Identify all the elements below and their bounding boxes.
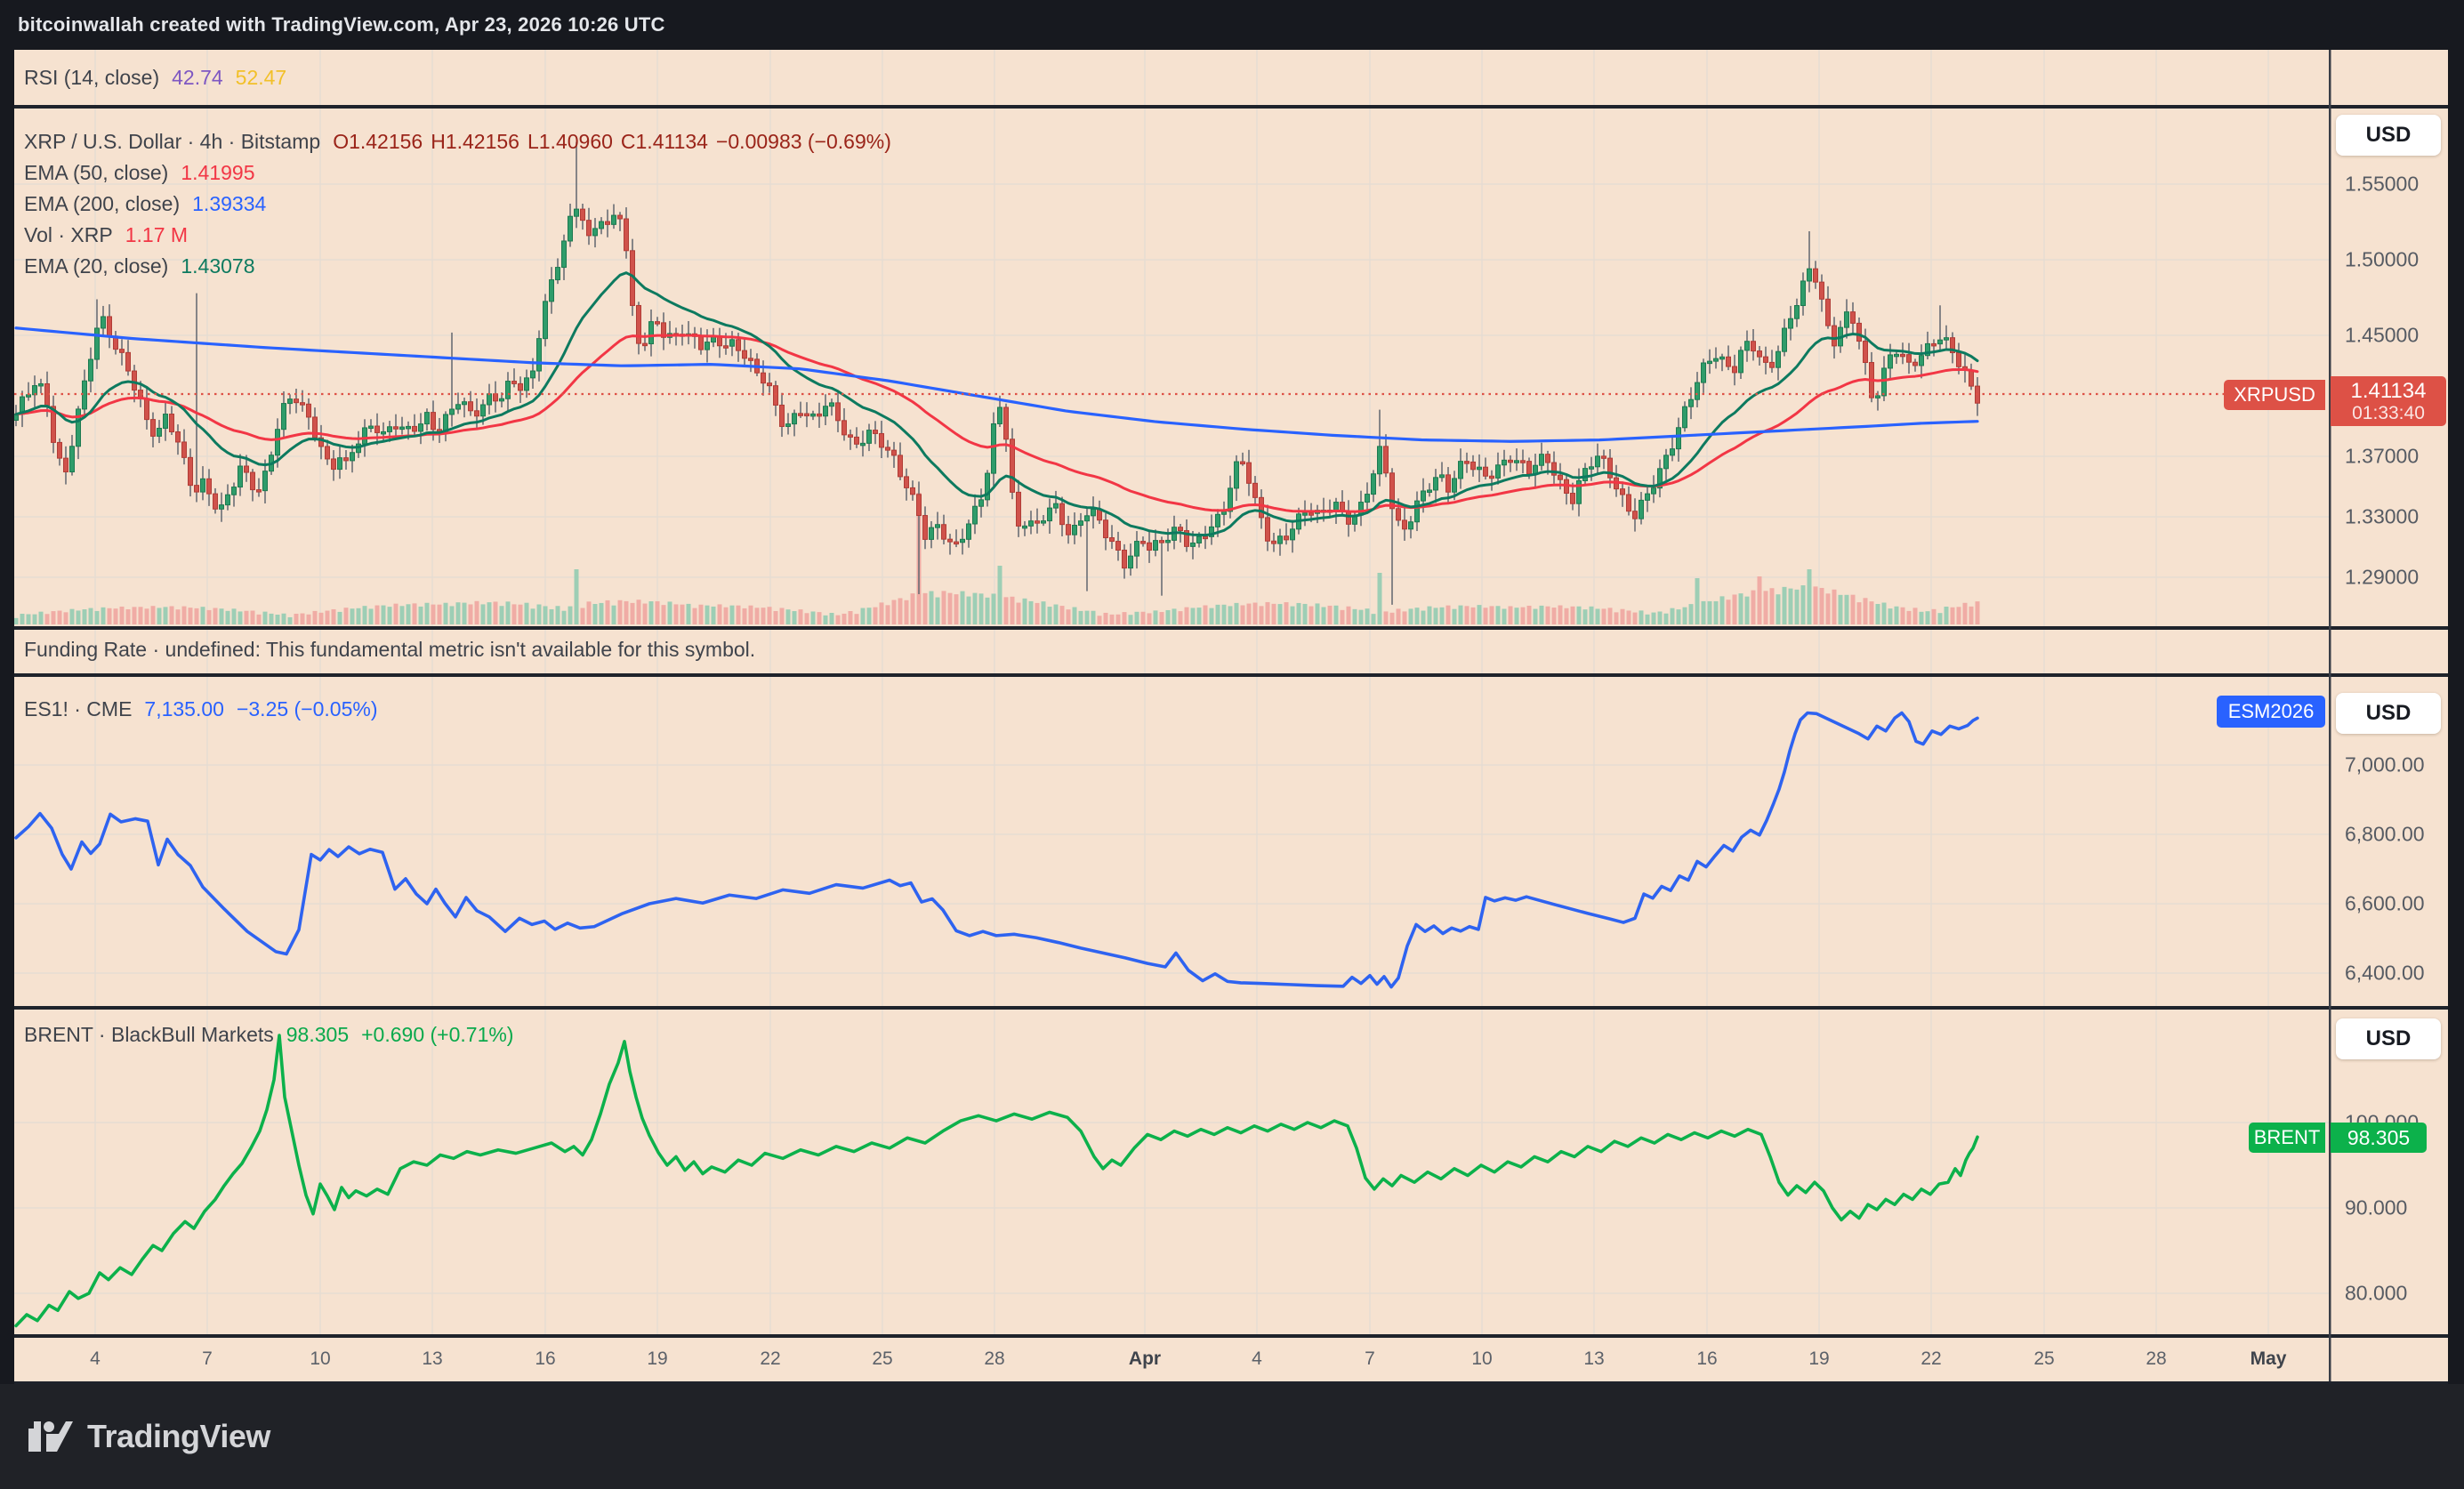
brent-currency-button[interactable]: USD (2336, 1018, 2441, 1059)
xrp-low: L1.40960 (527, 130, 613, 153)
xrp-title[interactable]: XRP / U.S. Dollar · 4h · Bitstamp (24, 130, 321, 153)
xrp-scale-tick: 1.55000 (2345, 172, 2420, 196)
rsi-legend[interactable]: RSI (14, close) 42.74 52.47 (24, 66, 286, 90)
xrp-price-flag-symbol: XRPUSD (2224, 380, 2325, 410)
tradingview-logo[interactable]: TradingView (27, 1418, 270, 1455)
time-label-day: 7 (202, 1348, 213, 1369)
xrp-scale-tick: 1.33000 (2345, 504, 2420, 528)
time-label-day: 7 (1365, 1348, 1375, 1369)
ema200-legend[interactable]: EMA (200, close) 1.39334 (24, 192, 266, 216)
xrp-scale-tick: 1.45000 (2345, 323, 2420, 347)
time-label-day: 10 (310, 1348, 331, 1369)
time-label-day: 4 (90, 1348, 101, 1369)
brent-change: +0.690 (+0.71%) (361, 1023, 514, 1046)
time-label-day: 13 (1583, 1348, 1605, 1369)
es-scale-tick: 6,400.00 (2345, 961, 2425, 985)
ema20-label: EMA (20, close) (24, 254, 169, 278)
time-label-day: 16 (1696, 1348, 1718, 1369)
xrp-scale-tick: 1.50000 (2345, 247, 2420, 271)
xrp-open: O1.42156 (333, 130, 423, 153)
funding-rate-message: Funding Rate · undefined: This fundament… (24, 638, 756, 661)
brent-price: 98.305 (286, 1023, 350, 1046)
xrp-high: H1.42156 (431, 130, 519, 153)
es-title[interactable]: ES1! · CME (24, 697, 133, 720)
ema50-value: 1.41995 (181, 161, 255, 184)
time-label-day: 28 (984, 1348, 1005, 1369)
xrp-close: C1.41134 (620, 130, 708, 153)
time-label-month: Apr (1128, 1348, 1162, 1369)
tradingview-wordmark: TradingView (87, 1418, 270, 1454)
es-currency-button[interactable]: USD (2336, 693, 2441, 734)
volume-value: 1.17 M (125, 223, 189, 246)
es-change: −3.25 (−0.05%) (236, 697, 378, 720)
time-label-day: 13 (422, 1348, 443, 1369)
ema50-legend[interactable]: EMA (50, close) 1.41995 (24, 161, 254, 185)
es-scale-tick: 6,800.00 (2345, 822, 2425, 846)
brent-price-flag-value: 98.305 (2331, 1123, 2427, 1153)
attribution-bar: bitcoinwallah created with TradingView.c… (0, 0, 2464, 50)
time-label-day: 22 (760, 1348, 781, 1369)
ema200-value: 1.39334 (192, 192, 267, 215)
xrp-currency-button[interactable]: USD (2336, 115, 2441, 156)
time-label-month: May (2250, 1348, 2287, 1369)
es-scale-tick: 7,000.00 (2345, 753, 2425, 777)
rsi-value-1: 42.74 (172, 66, 223, 89)
time-label-day: 19 (1808, 1348, 1830, 1369)
brent-scale-tick: 80.000 (2345, 1281, 2408, 1305)
ema20-legend[interactable]: EMA (20, close) 1.43078 (24, 254, 254, 278)
ema50-label: EMA (50, close) (24, 161, 169, 184)
volume-legend[interactable]: Vol · XRP 1.17 M (24, 223, 188, 247)
ema200-label: EMA (200, close) (24, 192, 181, 215)
brent-title[interactable]: BRENT · BlackBull Markets (24, 1023, 274, 1046)
xrp-price-flag-value: 1.41134 01:33:40 (2331, 376, 2446, 426)
es-legend[interactable]: ES1! · CME 7,135.00 −3.25 (−0.05%) (24, 697, 378, 721)
xrp-symbol-legend[interactable]: XRP / U.S. Dollar · 4h · Bitstamp O1.421… (24, 130, 891, 154)
xrp-scale-tick: 1.37000 (2345, 444, 2420, 468)
es-price: 7,135.00 (144, 697, 224, 720)
time-label-day: 22 (1920, 1348, 1942, 1369)
volume-label: Vol · XRP (24, 223, 113, 246)
brent-price-flag-symbol: BRENT (2249, 1123, 2325, 1153)
xrp-countdown: 01:33:40 (2352, 403, 2425, 423)
attribution-text: bitcoinwallah created with TradingView.c… (18, 13, 665, 36)
time-label-day: 16 (535, 1348, 556, 1369)
time-label-day: 28 (2146, 1348, 2167, 1369)
ema20-value: 1.43078 (181, 254, 255, 278)
tradingview-logo-icon (28, 1421, 73, 1452)
xrp-change: −0.00983 (−0.69%) (715, 130, 891, 153)
time-label-day: 19 (647, 1348, 668, 1369)
brent-scale-tick: 90.000 (2345, 1195, 2408, 1219)
time-label-day: 25 (2033, 1348, 2055, 1369)
time-label-day: 4 (1252, 1348, 1262, 1369)
es-contract-badge: ESM2026 (2217, 696, 2325, 728)
time-label-day: 25 (872, 1348, 893, 1369)
footer-bar: TradingView (0, 1384, 2464, 1489)
brent-legend[interactable]: BRENT · BlackBull Markets 98.305 +0.690 … (24, 1023, 513, 1047)
time-label-day: 10 (1471, 1348, 1493, 1369)
es-scale-tick: 6,600.00 (2345, 891, 2425, 915)
rsi-label: RSI (14, close) (24, 66, 160, 89)
rsi-value-2: 52.47 (235, 66, 287, 89)
xrp-scale-tick: 1.29000 (2345, 565, 2420, 589)
